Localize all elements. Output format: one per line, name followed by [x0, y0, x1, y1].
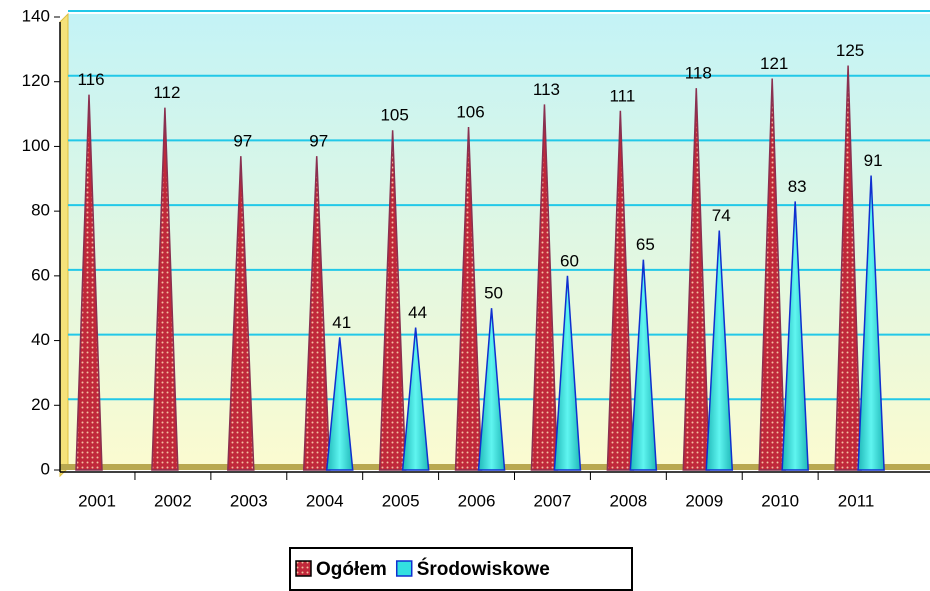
- spike: [401, 327, 430, 471]
- x-tick-label: 2007: [534, 491, 572, 510]
- y-tick-label: 60: [31, 265, 50, 284]
- value-label: 74: [712, 206, 731, 225]
- y-tick-label: 20: [31, 395, 50, 414]
- spike: [758, 78, 786, 471]
- x-tick-label: 2009: [685, 491, 723, 510]
- value-label: 112: [153, 83, 180, 102]
- value-label: 111: [609, 86, 635, 105]
- value-label: 41: [332, 313, 351, 332]
- value-label: 83: [788, 177, 807, 196]
- value-label: 91: [864, 151, 883, 170]
- x-tick-label: 2004: [306, 491, 344, 510]
- value-label: 125: [836, 41, 864, 60]
- y-tick-label: 140: [22, 6, 50, 25]
- spike: [705, 230, 734, 471]
- y-tick-label: 0: [41, 459, 50, 478]
- value-label: 97: [233, 132, 252, 151]
- value-label: 105: [380, 106, 408, 125]
- y-tick-label: 80: [31, 201, 50, 220]
- spike: [302, 156, 331, 471]
- legend-swatch: [295, 560, 312, 577]
- spike: [781, 201, 809, 471]
- x-tick-label: 2001: [78, 491, 116, 510]
- spike: [325, 337, 354, 471]
- spike: [606, 110, 635, 471]
- x-tick-label: 2005: [382, 491, 420, 510]
- value-label: 60: [560, 251, 579, 270]
- spike: [553, 275, 582, 471]
- spike: [629, 259, 658, 471]
- value-label: 121: [760, 54, 788, 73]
- value-label: 50: [484, 284, 503, 303]
- value-label: 44: [408, 303, 427, 322]
- value-label: 118: [685, 64, 712, 83]
- legend: Ogółem Środowiskowe: [289, 547, 633, 591]
- x-tick-label: 2002: [154, 491, 192, 510]
- spike: [151, 107, 179, 471]
- y-tick-label: 100: [22, 136, 50, 155]
- spike: [857, 175, 885, 471]
- value-label: 116: [77, 70, 104, 89]
- legend-swatch: [395, 560, 413, 577]
- left-wall: [59, 12, 69, 478]
- x-tick-label: 2010: [761, 491, 799, 510]
- y-tick-label: 120: [22, 71, 50, 90]
- spike: [75, 94, 103, 471]
- spike: [477, 308, 506, 471]
- spike: [227, 156, 255, 471]
- spike: [530, 104, 559, 471]
- legend-label: Środowiskowe: [417, 558, 550, 580]
- spike: [378, 130, 407, 471]
- spike: [454, 126, 483, 471]
- value-label: 65: [636, 235, 655, 254]
- legend-box: [289, 547, 633, 591]
- x-tick-label: 2006: [458, 491, 496, 510]
- x-tick-label: 2003: [230, 491, 268, 510]
- y-tick-label: 40: [31, 330, 50, 349]
- value-label: 97: [309, 132, 328, 151]
- value-label: 113: [533, 80, 560, 99]
- value-label: 106: [456, 102, 484, 121]
- spike: [682, 88, 711, 471]
- x-tick-label: 2011: [838, 491, 875, 510]
- spike: [834, 65, 862, 471]
- x-tick-label: 2008: [609, 491, 647, 510]
- legend-label: Ogółem: [316, 559, 387, 580]
